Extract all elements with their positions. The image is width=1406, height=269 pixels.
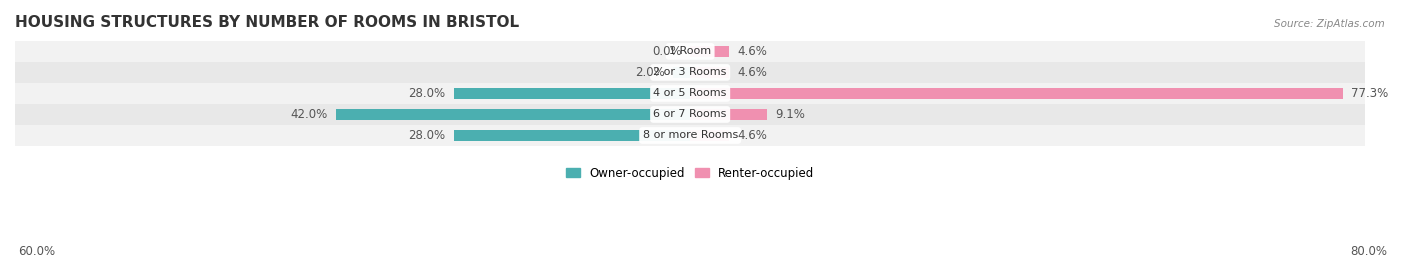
Bar xyxy=(15,41,1365,62)
Text: 80.0%: 80.0% xyxy=(1351,245,1388,258)
Text: 4 or 5 Rooms: 4 or 5 Rooms xyxy=(654,89,727,98)
Bar xyxy=(690,67,728,78)
Text: 28.0%: 28.0% xyxy=(408,87,446,100)
Text: 1 Room: 1 Room xyxy=(669,46,711,56)
Text: 42.0%: 42.0% xyxy=(290,108,328,121)
Text: 8 or more Rooms: 8 or more Rooms xyxy=(643,130,738,140)
Bar xyxy=(336,109,690,120)
Text: 4.6%: 4.6% xyxy=(737,129,768,142)
Text: 28.0%: 28.0% xyxy=(408,129,446,142)
Bar xyxy=(690,46,728,57)
Text: 60.0%: 60.0% xyxy=(18,245,55,258)
Text: 6 or 7 Rooms: 6 or 7 Rooms xyxy=(654,109,727,119)
Bar xyxy=(15,83,1365,104)
Bar xyxy=(15,62,1365,83)
Bar xyxy=(673,67,690,78)
Bar xyxy=(690,130,728,141)
Bar xyxy=(690,88,1343,99)
Text: 2 or 3 Rooms: 2 or 3 Rooms xyxy=(654,68,727,77)
Text: 2.0%: 2.0% xyxy=(636,66,665,79)
Text: Source: ZipAtlas.com: Source: ZipAtlas.com xyxy=(1274,19,1385,29)
Bar xyxy=(15,125,1365,146)
Text: 0.0%: 0.0% xyxy=(652,45,682,58)
Text: 77.3%: 77.3% xyxy=(1351,87,1388,100)
Legend: Owner-occupied, Renter-occupied: Owner-occupied, Renter-occupied xyxy=(561,162,820,184)
Text: 9.1%: 9.1% xyxy=(775,108,806,121)
Text: HOUSING STRUCTURES BY NUMBER OF ROOMS IN BRISTOL: HOUSING STRUCTURES BY NUMBER OF ROOMS IN… xyxy=(15,15,519,30)
Text: 4.6%: 4.6% xyxy=(737,45,768,58)
Bar xyxy=(454,130,690,141)
Bar xyxy=(690,109,766,120)
Text: 4.6%: 4.6% xyxy=(737,66,768,79)
Bar xyxy=(454,88,690,99)
Bar xyxy=(15,104,1365,125)
